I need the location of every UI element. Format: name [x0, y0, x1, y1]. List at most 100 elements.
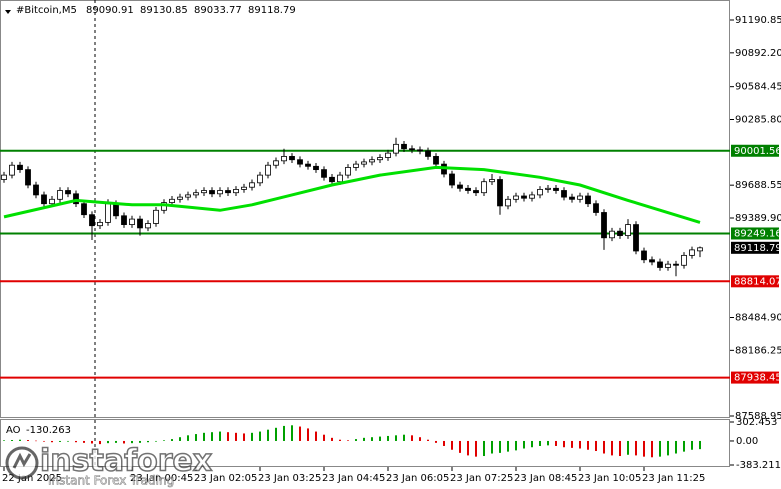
candle-body [225, 190, 231, 194]
osc-bar [211, 432, 213, 441]
osc-bar [387, 435, 389, 441]
candle-body [585, 195, 591, 205]
level-label: 90001.56 [734, 146, 781, 157]
candle-body [393, 143, 399, 154]
candle-body [129, 218, 135, 225]
candle-body [521, 195, 527, 199]
osc-bar [379, 436, 381, 441]
osc-bar [171, 439, 173, 441]
candle-body [593, 203, 599, 213]
osc-bar [59, 440, 61, 442]
osc-bar [411, 435, 413, 441]
x-tick-label: 23 Jan 11:25 [642, 473, 705, 484]
watermark-icon-mark [12, 452, 32, 469]
osc-bar [619, 440, 621, 457]
osc-bar [555, 440, 557, 446]
price-label-box [731, 241, 779, 254]
ohlc-close: 89118.79 [248, 5, 296, 16]
osc-bar [123, 440, 125, 444]
candle-body [633, 224, 639, 252]
osc-bar [3, 440, 5, 441]
y-tick-label: 88484.90 [735, 313, 781, 324]
candle-body [105, 203, 111, 223]
osc-bar [507, 440, 509, 452]
osc-bar [203, 432, 205, 441]
candle-body [89, 214, 95, 227]
candle-body [625, 224, 631, 236]
osc-bar [227, 432, 229, 441]
candle-body [121, 215, 127, 225]
osc-bar [243, 433, 245, 441]
osc-bar [75, 440, 77, 443]
candle-body [489, 179, 495, 183]
candle-body [305, 163, 311, 167]
candle-body [657, 261, 663, 268]
osc-bar [235, 432, 237, 441]
candle-body [409, 148, 415, 151]
candle-body [49, 198, 55, 205]
candle-body [281, 156, 287, 162]
candle-body [273, 160, 279, 166]
candle-body [337, 174, 343, 183]
osc-bar [587, 440, 589, 450]
osc-bar [107, 440, 109, 444]
osc-bar [219, 431, 221, 441]
candle-body [481, 181, 487, 194]
y-tick-label: 90285.80 [735, 115, 781, 126]
x-tick-label: 23 Jan 02:05 [194, 473, 257, 484]
x-tick-label: 23 Jan 06:05 [386, 473, 449, 484]
osc-bar [395, 435, 397, 441]
level-label: 89249.16 [734, 228, 781, 239]
osc-tick-label: 0.00 [736, 436, 758, 447]
candle-body [601, 212, 607, 239]
candle-body [673, 263, 679, 266]
level-label-box [731, 144, 779, 157]
osc-bar [331, 437, 333, 441]
candle-body [561, 190, 567, 198]
y-tick-label: 91190.85 [735, 15, 781, 26]
osc-bar [363, 437, 365, 441]
candle-body [401, 143, 407, 150]
osc-bar [531, 440, 533, 448]
candle-body [57, 190, 63, 200]
candle-body [433, 156, 439, 165]
level-label-box [731, 371, 779, 384]
candle-body [697, 247, 703, 252]
candle-body [241, 186, 247, 190]
candle-body [353, 163, 359, 168]
osc-bar [443, 440, 445, 446]
osc-bar [131, 440, 133, 444]
osc-bar [259, 431, 261, 441]
ohlc-high: 89130.85 [140, 5, 188, 16]
x-tick-label: 23 Jan 00:45 [130, 473, 193, 484]
osc-bar [19, 439, 21, 441]
osc-bar [323, 434, 325, 441]
osc-bar [683, 440, 685, 452]
osc-bar [307, 428, 309, 441]
candle-body [313, 165, 319, 171]
plot-layer: 91190.85 90892.20 90584.45 90285.80 89688.55… [0, 15, 781, 484]
osc-bar [403, 434, 405, 441]
candle-body [209, 190, 215, 195]
candle-body [145, 223, 151, 229]
osc-bar [67, 440, 69, 442]
menu-arrow [5, 10, 11, 14]
candle-body [9, 164, 15, 176]
candle-body [1, 174, 7, 180]
candle-body [665, 263, 671, 268]
y-tick-label: 89688.55 [735, 180, 781, 191]
oscillator-title: AO [6, 425, 21, 436]
osc-tick-label: 302.453 [736, 417, 777, 428]
candle-body [257, 174, 263, 184]
osc-bar [139, 440, 141, 443]
candle-body [569, 196, 575, 200]
price-label: 89118.79 [734, 243, 781, 254]
candle-body [465, 187, 471, 191]
candle-body [537, 189, 543, 196]
candle-body [81, 203, 87, 216]
ohlc-open: 89090.91 [86, 5, 134, 16]
candle-body [505, 198, 511, 207]
osc-bar [11, 440, 13, 441]
candle-body [417, 149, 423, 152]
candle-body [17, 164, 23, 171]
